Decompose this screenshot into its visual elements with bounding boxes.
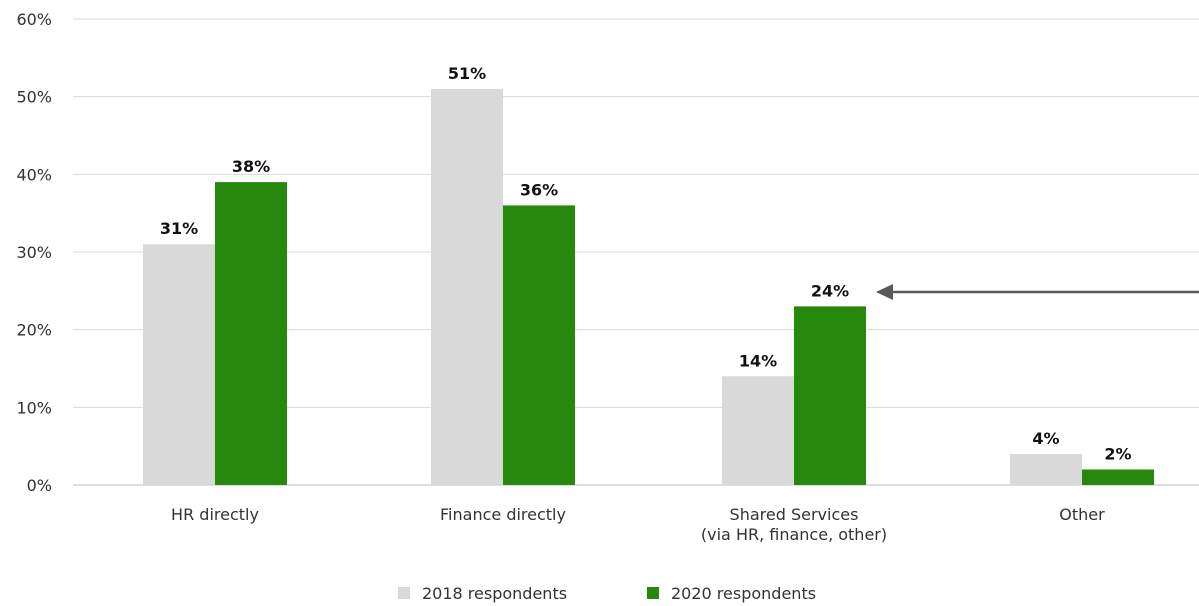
data-label: 24% xyxy=(811,281,849,300)
data-label: 38% xyxy=(232,157,270,176)
annotation-arrow-head xyxy=(876,284,893,300)
y-tick-label: 10% xyxy=(16,398,52,417)
bar xyxy=(1010,453,1082,485)
bar xyxy=(143,244,215,485)
x-tick-label-line: Finance directly xyxy=(440,505,566,524)
bar xyxy=(215,182,287,485)
data-label: 31% xyxy=(160,219,198,238)
data-label: 4% xyxy=(1032,429,1059,448)
x-axis: HR directly Finance directly Shared Servic… xyxy=(171,505,1105,544)
y-tick-label: 50% xyxy=(16,88,52,107)
data-label: 2% xyxy=(1104,444,1131,463)
x-tick-label-line: Other xyxy=(1059,505,1105,524)
x-tick-label: Other xyxy=(1059,505,1105,524)
x-tick-label: HR directly xyxy=(171,505,259,524)
bars xyxy=(143,88,1154,486)
legend: 2018 respondents 2020 respondents xyxy=(398,584,816,603)
data-label: 51% xyxy=(448,64,486,83)
annotation xyxy=(876,284,1199,300)
y-tick-label: 30% xyxy=(16,243,52,262)
x-tick-label: Shared Services (via HR, finance, other) xyxy=(701,505,887,544)
x-tick-label-line: Shared Services xyxy=(730,505,859,524)
data-label: 14% xyxy=(739,351,777,370)
y-tick-label: 40% xyxy=(16,165,52,184)
y-tick-label: 60% xyxy=(16,10,52,29)
legend-swatch xyxy=(398,587,410,599)
legend-swatch xyxy=(647,587,659,599)
x-tick-label-line: (via HR, finance, other) xyxy=(701,525,887,544)
data-label: 36% xyxy=(520,180,558,199)
bar xyxy=(503,205,575,485)
data-labels: 31% 38% 51% 36% 14% 24% 4% 2% xyxy=(160,64,1132,464)
y-tick-label: 0% xyxy=(27,476,52,495)
bar xyxy=(1082,469,1154,485)
legend-label: 2020 respondents xyxy=(671,584,816,603)
y-tick-label: 20% xyxy=(16,321,52,340)
y-axis: 0% 10% 20% 30% 40% 50% 60% xyxy=(16,10,52,495)
legend-label: 2018 respondents xyxy=(422,584,567,603)
x-tick-label: Finance directly xyxy=(440,505,566,524)
x-tick-label-line: HR directly xyxy=(171,505,259,524)
bar xyxy=(431,88,503,486)
bar xyxy=(722,376,794,485)
bar xyxy=(794,306,866,485)
